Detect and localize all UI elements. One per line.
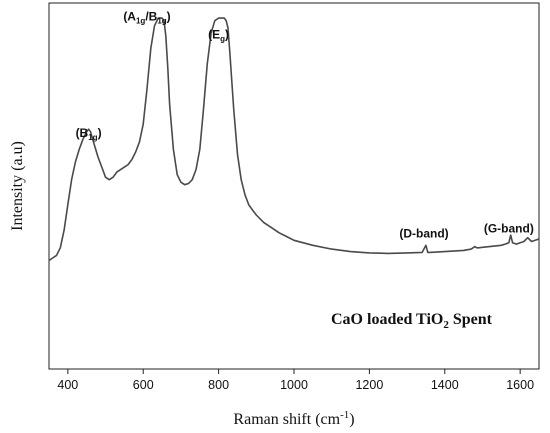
peak-labels: (B1g) (A1g/B1g) (Eg) (D-band) (G-band) xyxy=(76,10,534,241)
peak-label: (B1g) xyxy=(76,126,102,142)
annotation-label: CaO loaded TiO2 Spent xyxy=(331,311,493,331)
x-tick-label: 400 xyxy=(57,378,78,392)
x-tick-label: 600 xyxy=(133,378,154,392)
peak-label: (G-band) xyxy=(484,222,534,236)
x-tick-label: 1200 xyxy=(355,378,383,392)
x-tick-label: 800 xyxy=(208,378,229,392)
y-axis-title: Intensity (a.u) xyxy=(9,141,26,231)
x-tick-label: 1600 xyxy=(506,378,534,392)
x-axis-title: Raman shift (cm-1) xyxy=(233,409,354,428)
x-tick-label: 1000 xyxy=(280,378,308,392)
x-tick-label: 1400 xyxy=(431,378,459,392)
x-ticks: 400 600 800 1000 1200 1400 1600 xyxy=(57,369,534,392)
peak-label: (D-band) xyxy=(399,227,448,241)
peak-label: (A1g/B1g) xyxy=(123,10,170,26)
series-line-spectrum xyxy=(48,17,540,262)
peak-label: (Eg) xyxy=(208,27,229,43)
